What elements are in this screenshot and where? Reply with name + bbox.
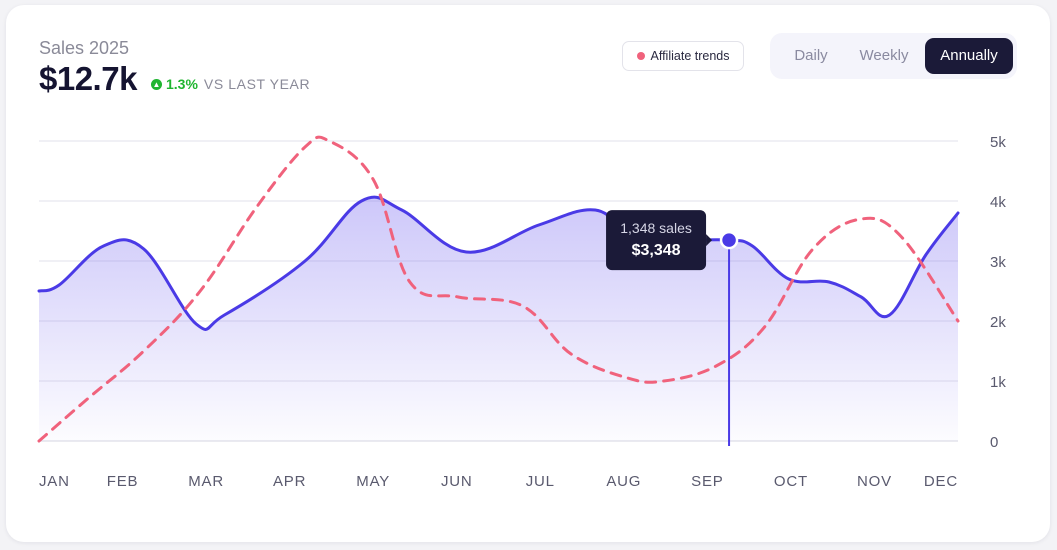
x-tick-label: FEB (107, 473, 139, 490)
tooltip-sales-value: $3,348 (632, 242, 681, 259)
x-axis: JAN FEB MAR APR MAY JUN JUL AUG SEP OCT NOV DEC (39, 473, 958, 490)
sales-series-line[interactable] (37, 195, 960, 331)
x-tick-label: APR (273, 473, 306, 490)
legend-dot-icon (636, 52, 645, 60)
x-tick-label: JUL (526, 473, 555, 490)
total-sales-value: $12.7k (39, 60, 137, 97)
tooltip-sales-count: 1,348 sales (620, 220, 692, 236)
x-tick-label: SEP (691, 473, 723, 490)
affiliate-legend[interactable]: Affiliate trends (622, 41, 744, 71)
y-axis: 0 1k 2k 3k 4k 5k (990, 134, 1006, 451)
up-arrow-icon: ▲ (151, 78, 162, 90)
x-tick-label: NOV (857, 473, 892, 490)
x-tick-label: JUN (441, 473, 473, 490)
tab-daily[interactable]: Daily (794, 47, 828, 64)
y-tick-label: 5k (990, 134, 1006, 151)
x-tick-label: MAY (356, 473, 390, 490)
tooltip-box (606, 210, 707, 271)
legend-label: Affiliate trends (650, 49, 730, 63)
affiliate-series-line[interactable] (37, 135, 960, 443)
y-tick-label: 0 (990, 434, 998, 451)
y-tick-label: 4k (990, 194, 1006, 211)
delta-indicator: ▲ 1.3% VS LAST YEAR (151, 76, 310, 92)
tooltip-arrow (706, 234, 713, 247)
delta-caption: VS LAST YEAR (203, 76, 311, 92)
x-tick-label: MAR (188, 473, 224, 490)
x-tick-label: DEC (924, 473, 958, 490)
delta-value: 1.3% (166, 76, 198, 92)
tab-weekly[interactable]: Weekly (859, 47, 909, 64)
y-tick-label: 3k (990, 254, 1006, 271)
x-tick-label: AUG (606, 473, 641, 490)
tab-annually[interactable]: Annually (925, 38, 1013, 74)
x-tick-label: OCT (774, 473, 808, 490)
hover-point[interactable] (719, 230, 739, 250)
range-toggle: Daily Weekly Annually (770, 33, 1017, 79)
chart-subtitle: Sales 2025 (39, 38, 130, 58)
y-tick-label: 2k (990, 314, 1006, 331)
y-tick-label: 1k (990, 374, 1006, 391)
x-tick-label: JAN (39, 473, 70, 490)
